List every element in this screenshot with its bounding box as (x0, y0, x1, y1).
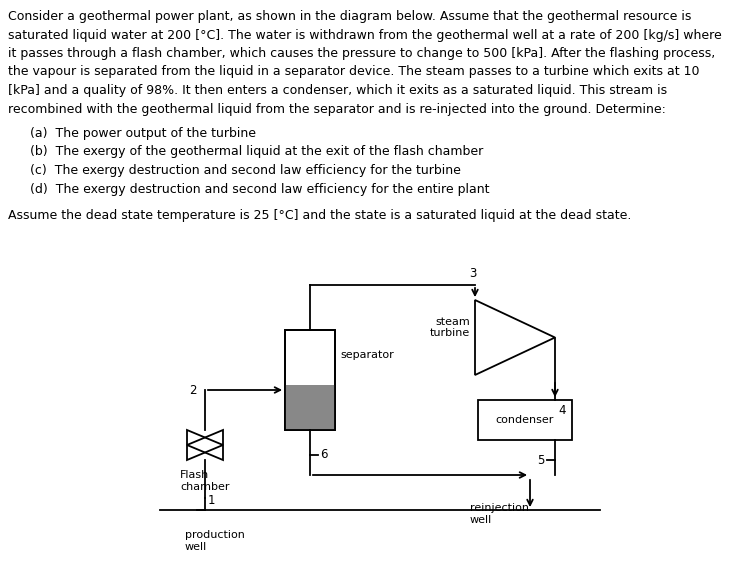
Text: production
well: production well (185, 530, 245, 551)
Text: (b)  The exergy of the geothermal liquid at the exit of the flash chamber: (b) The exergy of the geothermal liquid … (30, 145, 483, 159)
Text: 4: 4 (558, 404, 565, 416)
Text: 2: 2 (189, 384, 197, 397)
Bar (478, 400, 572, 440)
Text: Flash
chamber: Flash chamber (180, 470, 230, 492)
Text: saturated liquid water at 200 [°C]. The water is withdrawn from the geothermal w: saturated liquid water at 200 [°C]. The … (8, 29, 722, 41)
Text: 1: 1 (208, 494, 216, 507)
Text: Consider a geothermal power plant, as shown in the diagram below. Assume that th: Consider a geothermal power plant, as sh… (8, 10, 692, 23)
Text: 6: 6 (320, 448, 327, 462)
Text: recombined with the geothermal liquid from the separator and is re-injected into: recombined with the geothermal liquid fr… (8, 102, 666, 116)
Text: [kPa] and a quality of 98%. It then enters a condenser, which it exits as a satu: [kPa] and a quality of 98%. It then ente… (8, 84, 667, 97)
Text: reinjection
well: reinjection well (470, 503, 529, 525)
Text: separator: separator (340, 350, 394, 360)
Bar (285, 330, 335, 430)
Text: 5: 5 (538, 454, 545, 466)
Text: steam
turbine: steam turbine (430, 317, 470, 338)
Text: 3: 3 (469, 267, 477, 280)
Text: condenser: condenser (496, 415, 554, 425)
Bar (285, 385, 335, 430)
Text: the vapour is separated from the liquid in a separator device. The steam passes : the vapour is separated from the liquid … (8, 66, 700, 79)
Text: it passes through a flash chamber, which causes the pressure to change to 500 [k: it passes through a flash chamber, which… (8, 47, 715, 60)
Bar (285, 330, 335, 430)
Text: (c)  The exergy destruction and second law efficiency for the turbine: (c) The exergy destruction and second la… (30, 164, 461, 177)
Text: (d)  The exergy destruction and second law efficiency for the entire plant: (d) The exergy destruction and second la… (30, 182, 489, 196)
Text: (a)  The power output of the turbine: (a) The power output of the turbine (30, 127, 256, 140)
Text: Assume the dead state temperature is 25 [°C] and the state is a saturated liquid: Assume the dead state temperature is 25 … (8, 209, 631, 222)
